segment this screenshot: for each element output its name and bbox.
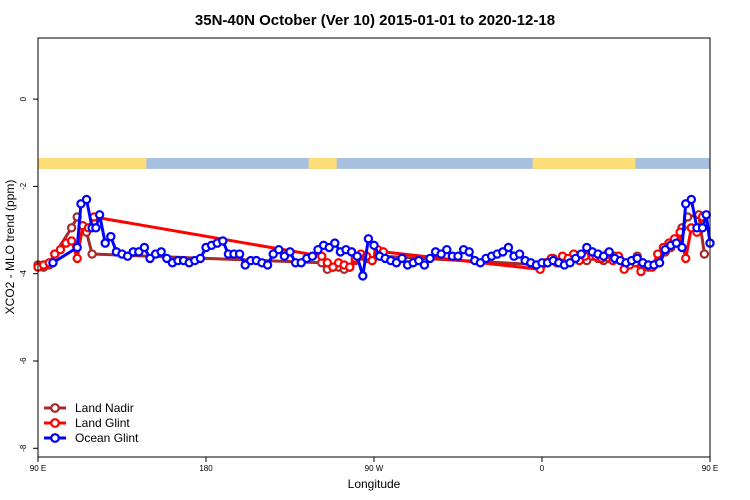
data-point (87, 249, 97, 259)
legend-label: Land Glint (75, 416, 130, 430)
x-tick-label: 90 E (702, 464, 718, 473)
legend-label: Land Nadir (75, 401, 134, 415)
data-point (604, 247, 614, 257)
data-point (677, 242, 687, 253)
data-point (636, 266, 646, 277)
data-point (139, 242, 150, 253)
data-point (330, 238, 340, 248)
y-tick-label: -6 (19, 357, 28, 365)
data-point (94, 210, 105, 220)
data-point (307, 251, 318, 261)
data-point (100, 238, 110, 248)
data-point (503, 242, 514, 253)
data-point (285, 247, 295, 257)
data-point (317, 251, 327, 261)
data-point (262, 260, 273, 270)
data-point (352, 251, 362, 261)
data-point (91, 223, 101, 233)
data-point (81, 194, 92, 205)
data-point (72, 253, 82, 264)
legend-label: Ocean Glint (75, 431, 139, 445)
data-point (686, 194, 697, 205)
x-tick-label: 180 (199, 464, 213, 473)
data-point (453, 251, 463, 261)
data-point (701, 210, 711, 220)
data-point (195, 253, 206, 264)
land-band (38, 158, 147, 169)
y-tick-label: 0 (19, 96, 28, 101)
land-ocean-strip (38, 158, 710, 169)
land-band (532, 158, 636, 169)
legend-item: Land Glint (44, 416, 130, 430)
y-axis-label: XCO2 - MLO trend (ppm) (3, 180, 17, 315)
data-point (55, 244, 66, 255)
land-band (308, 158, 337, 169)
data-point (66, 223, 77, 233)
chart-title: 35N-40N October (Ver 10) 2015-01-01 to 2… (195, 12, 555, 29)
data-point (218, 236, 228, 246)
data-point (274, 244, 284, 255)
y-axis: 0 -2 -4 -6 -8 (19, 96, 38, 452)
data-point (367, 255, 377, 266)
x-axis-label: Longitude (348, 477, 401, 491)
data-point (697, 223, 708, 233)
data-point (358, 271, 368, 281)
data-point (363, 234, 374, 244)
data-point (369, 240, 379, 251)
x-tick-label: 90 W (365, 464, 384, 473)
data-point (48, 258, 58, 268)
data-point (464, 247, 474, 257)
data-point (442, 244, 452, 255)
x-axis: 90 E 180 90 W 0 90 E (30, 457, 718, 473)
data-point (654, 258, 665, 268)
data-point (576, 249, 586, 259)
data-point (681, 253, 691, 264)
y-tick-label: -8 (19, 444, 28, 452)
data-point (156, 247, 166, 257)
data-point (345, 262, 355, 272)
data-point (419, 260, 430, 270)
legend-item: Land Nadir (44, 401, 134, 415)
x-tick-label: 0 (540, 464, 545, 473)
data-point (72, 242, 82, 253)
legend-swatch-marker (50, 418, 60, 428)
legend-swatch-marker (50, 433, 60, 443)
legend-item: Ocean Glint (44, 431, 139, 445)
data-point (699, 249, 710, 259)
x-tick-label: 90 E (30, 464, 46, 473)
ocean-band (38, 158, 710, 169)
series-layer (33, 194, 715, 281)
data-point (234, 249, 245, 259)
y-tick-label: -4 (19, 270, 28, 278)
series-ocean-glint (48, 194, 715, 281)
y-tick-label: -2 (19, 182, 28, 190)
data-point (514, 249, 525, 259)
data-point (66, 236, 77, 246)
data-point (653, 249, 663, 259)
legend-swatch-marker (50, 403, 60, 413)
data-point (397, 253, 407, 264)
data-point (106, 231, 116, 242)
data-point (425, 253, 435, 264)
